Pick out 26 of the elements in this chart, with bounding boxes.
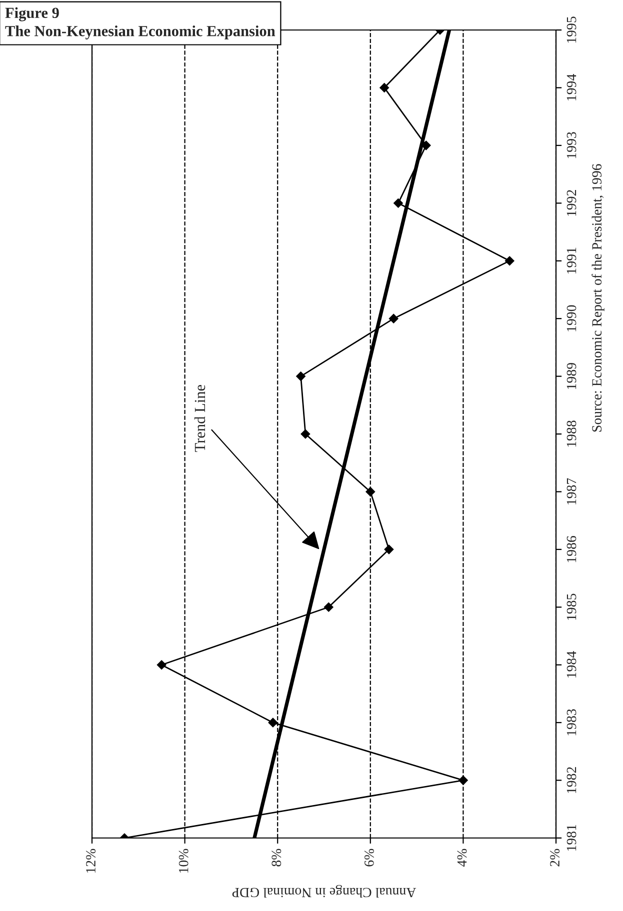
annotation: Trend Line bbox=[194, 384, 206, 452]
y-tick-label: 1988 bbox=[566, 420, 576, 447]
chart-title: Figure 9 bbox=[5, 7, 59, 22]
x-tick-label: 2% bbox=[550, 848, 560, 866]
y-tick-label: 1985 bbox=[566, 594, 576, 620]
y-tick-label: 1982 bbox=[566, 767, 576, 793]
x-tick-label: 6% bbox=[364, 848, 374, 866]
y-tick-label: 1990 bbox=[566, 305, 576, 332]
x-tick-label: 12% bbox=[86, 848, 96, 873]
y-tick-label: 1989 bbox=[566, 362, 576, 389]
x-axis-title: Annual Change in Nominal GDP bbox=[232, 884, 416, 898]
source-note: Source: Economic Report of the President, 1996 bbox=[592, 164, 604, 432]
y-tick-label: 1981 bbox=[566, 824, 576, 851]
y-tick-label: 1983 bbox=[566, 709, 576, 736]
y-tick-label: 1986 bbox=[566, 536, 576, 562]
y-tick-label: 1992 bbox=[566, 190, 576, 216]
y-tick-label: 1994 bbox=[566, 74, 576, 100]
y-tick-label: 1993 bbox=[566, 132, 576, 158]
y-tick-label: 1991 bbox=[566, 248, 576, 274]
x-tick-label: 4% bbox=[457, 848, 467, 867]
x-tick-label: 8% bbox=[272, 848, 282, 866]
y-tick-label: 1984 bbox=[566, 651, 576, 678]
y-tick-label: 1995 bbox=[566, 16, 576, 43]
chart-subtitle: The Non-Keynesian Economic Expansion bbox=[5, 26, 276, 40]
y-tick-label: 1987 bbox=[566, 478, 576, 504]
x-tick-label: 10% bbox=[178, 848, 188, 873]
